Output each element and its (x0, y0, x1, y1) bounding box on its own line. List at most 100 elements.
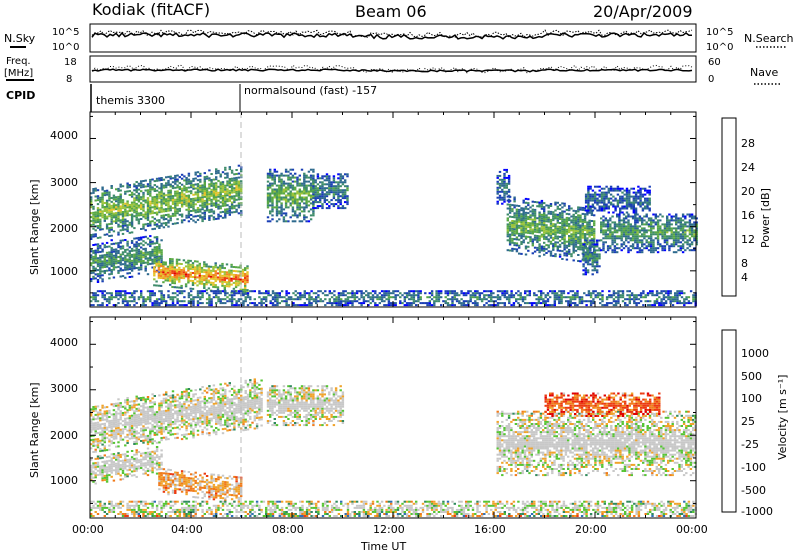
heatmap-cell (224, 188, 227, 191)
heatmap-cell (135, 247, 138, 250)
heatmap-cell (520, 243, 523, 245)
heatmap-cell (201, 302, 204, 305)
heatmap-cell (191, 284, 195, 286)
heatmap-cell (568, 223, 571, 226)
heatmap-cell (300, 220, 304, 223)
heatmap-cell (581, 234, 584, 237)
heatmap-cell (570, 235, 573, 238)
heatmap-cell (271, 202, 274, 205)
heatmap-cell (169, 189, 172, 192)
heatmap-cell (300, 168, 304, 171)
heatmap-cell (369, 302, 372, 305)
heatmap-cell (190, 218, 193, 220)
heatmap-cell (647, 217, 651, 220)
heatmap-cell (586, 213, 589, 216)
heatmap-cell (146, 191, 150, 194)
heatmap-cell (387, 302, 391, 305)
heatmap-cell (511, 220, 514, 222)
heatmap-cell (153, 274, 156, 277)
heatmap-cell (184, 273, 188, 276)
heatmap-cell (298, 204, 301, 207)
heatmap-cell (187, 208, 191, 211)
heatmap-cell (171, 302, 175, 305)
heatmap-cell (278, 190, 281, 193)
heatmap-cell (506, 227, 509, 230)
heatmap-cell (623, 189, 626, 192)
heatmap-cell (183, 290, 186, 293)
heatmap-cell (346, 187, 349, 190)
heatmap-cell (201, 190, 204, 193)
heatmap-cell (581, 208, 584, 211)
heatmap-cell (108, 209, 111, 212)
heatmap-cell (221, 171, 225, 174)
heatmap-cell (572, 209, 575, 212)
heatmap-cell (511, 222, 514, 224)
heatmap-cell (670, 231, 673, 234)
heatmap-cell (153, 270, 156, 273)
heatmap-cell (654, 221, 657, 224)
heatmap-cell (333, 298, 336, 301)
heatmap-cell (224, 190, 227, 193)
heatmap-cell (124, 260, 127, 263)
heatmap-cell (305, 176, 308, 179)
heatmap-cell (588, 219, 591, 222)
heatmap-cell (196, 197, 200, 199)
heatmap-cell (303, 206, 306, 209)
heatmap-cell (547, 204, 550, 207)
heatmap-cell (130, 275, 134, 278)
heatmap-cell (460, 304, 463, 307)
heatmap-cell (185, 181, 188, 183)
heatmap-cell (94, 273, 97, 276)
heatmap-cell (631, 227, 635, 230)
heatmap-cell (92, 215, 95, 218)
heatmap-cell (328, 193, 331, 196)
heatmap-cell (303, 218, 306, 221)
heatmap-cell (158, 298, 161, 301)
heatmap-cell (634, 227, 637, 230)
heatmap-cell (412, 296, 416, 299)
heatmap-cell (160, 192, 163, 195)
heatmap-cell (647, 225, 651, 228)
heatmap-cell (285, 290, 288, 293)
heatmap-cell (153, 205, 156, 208)
heatmap-cell (146, 216, 150, 219)
heatmap-cell (342, 290, 345, 293)
heatmap-cell (520, 229, 523, 232)
heatmap-cell (271, 196, 274, 199)
heatmap-cell (182, 273, 186, 276)
heatmap-cell (503, 302, 506, 305)
heatmap-cell (618, 229, 621, 232)
heatmap-cell (505, 296, 509, 299)
heatmap-cell (233, 205, 236, 208)
heatmap-cell (96, 279, 100, 281)
heatmap-cell (294, 210, 297, 213)
heatmap-cell (695, 231, 698, 234)
heatmap-cell (199, 178, 202, 181)
heatmap-cell (124, 220, 127, 223)
heatmap-cell (282, 182, 286, 185)
heatmap-cell (647, 243, 651, 246)
heatmap-cell (151, 200, 154, 203)
heatmap-cell (549, 234, 553, 237)
heatmap-cell (307, 184, 311, 187)
heatmap-cell (421, 302, 425, 305)
heatmap-cell (554, 243, 557, 246)
heatmap-cell (648, 191, 651, 194)
heatmap-cell (625, 233, 628, 236)
heatmap-cell (602, 229, 605, 232)
heatmap-cell (128, 252, 131, 255)
heatmap-cell (183, 197, 186, 200)
heatmap-cell (675, 233, 678, 236)
heatmap-cell (581, 222, 584, 225)
heatmap-cell (253, 298, 256, 301)
heatmap-cell (292, 292, 295, 295)
heatmap-cell (385, 304, 388, 307)
heatmap-cell (616, 223, 619, 226)
heatmap-cell (677, 239, 680, 242)
heatmap-cell (287, 296, 291, 299)
heatmap-cell (142, 248, 145, 251)
heatmap-cell (130, 269, 134, 272)
heatmap-cell (214, 272, 217, 275)
heatmap-cell (385, 290, 388, 293)
heatmap-cell (328, 177, 331, 180)
